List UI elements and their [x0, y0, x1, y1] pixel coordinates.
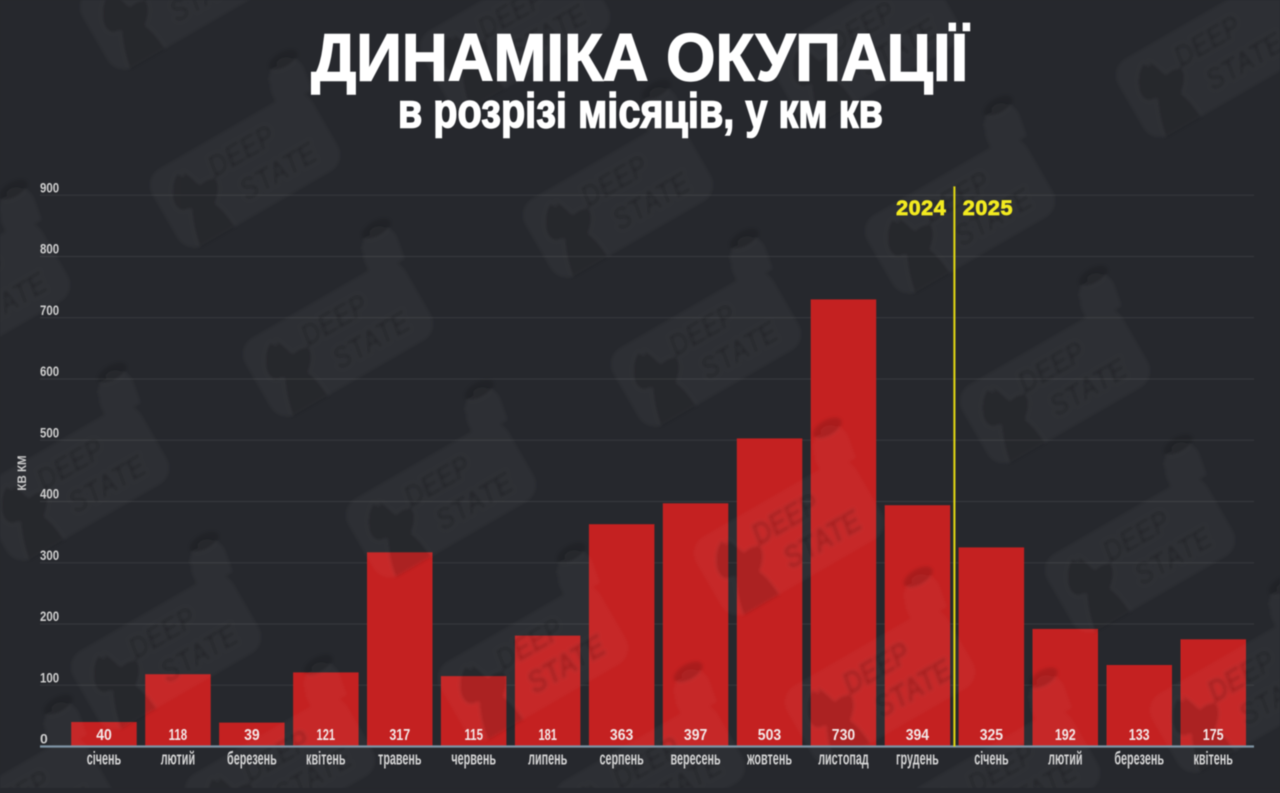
svg-text:100: 100 — [40, 670, 59, 686]
svg-text:700: 700 — [40, 302, 59, 318]
svg-text:червень: червень — [451, 749, 496, 769]
svg-text:39: 39 — [244, 727, 260, 744]
svg-text:900: 900 — [40, 179, 59, 195]
svg-text:лютий: лютий — [161, 749, 195, 769]
svg-text:503: 503 — [758, 727, 781, 744]
svg-text:133: 133 — [1129, 727, 1150, 744]
svg-text:40: 40 — [96, 727, 112, 744]
svg-text:лютий: лютий — [1048, 749, 1082, 769]
svg-text:січень: січень — [974, 749, 1008, 769]
svg-text:192: 192 — [1055, 727, 1076, 744]
svg-text:березень: березень — [227, 749, 277, 769]
svg-text:121: 121 — [317, 727, 336, 744]
svg-text:317: 317 — [389, 727, 410, 744]
svg-text:400: 400 — [40, 486, 59, 502]
svg-text:730: 730 — [832, 727, 855, 744]
svg-text:500: 500 — [40, 424, 59, 440]
svg-text:397: 397 — [684, 727, 707, 744]
svg-text:118: 118 — [169, 727, 188, 744]
svg-text:квітень: квітень — [1193, 749, 1233, 769]
svg-text:грудень: грудень — [896, 749, 939, 769]
svg-text:394: 394 — [906, 727, 929, 744]
svg-text:травень: травень — [378, 749, 422, 769]
svg-text:липень: липень — [528, 749, 567, 769]
svg-text:березень: березень — [1114, 749, 1164, 769]
svg-text:серпень: серпень — [599, 749, 643, 769]
svg-text:200: 200 — [40, 608, 59, 624]
svg-text:800: 800 — [40, 241, 59, 257]
svg-text:листопад: листопад — [818, 749, 869, 769]
svg-text:вересень: вересень — [671, 749, 721, 769]
svg-text:січень: січень — [87, 749, 121, 769]
svg-text:2024: 2024 — [896, 196, 946, 220]
svg-text:175: 175 — [1203, 727, 1224, 744]
svg-text:КВ КМ: КВ КМ — [17, 455, 29, 490]
svg-text:ДИНАМІКА ОКУПАЦІЇ: ДИНАМІКА ОКУПАЦІЇ — [311, 21, 970, 95]
svg-text:115: 115 — [464, 727, 483, 744]
svg-text:квітень: квітень — [306, 749, 346, 769]
svg-text:жовтень: жовтень — [746, 749, 792, 769]
svg-text:600: 600 — [40, 363, 59, 379]
svg-text:300: 300 — [40, 547, 59, 563]
svg-text:2025: 2025 — [963, 196, 1013, 220]
svg-text:363: 363 — [610, 727, 633, 744]
svg-text:325: 325 — [980, 727, 1003, 744]
svg-text:181: 181 — [538, 727, 557, 744]
svg-text:0: 0 — [40, 731, 48, 747]
svg-text:в розрізі місяців, у км кв: в розрізі місяців, у км кв — [398, 84, 883, 138]
